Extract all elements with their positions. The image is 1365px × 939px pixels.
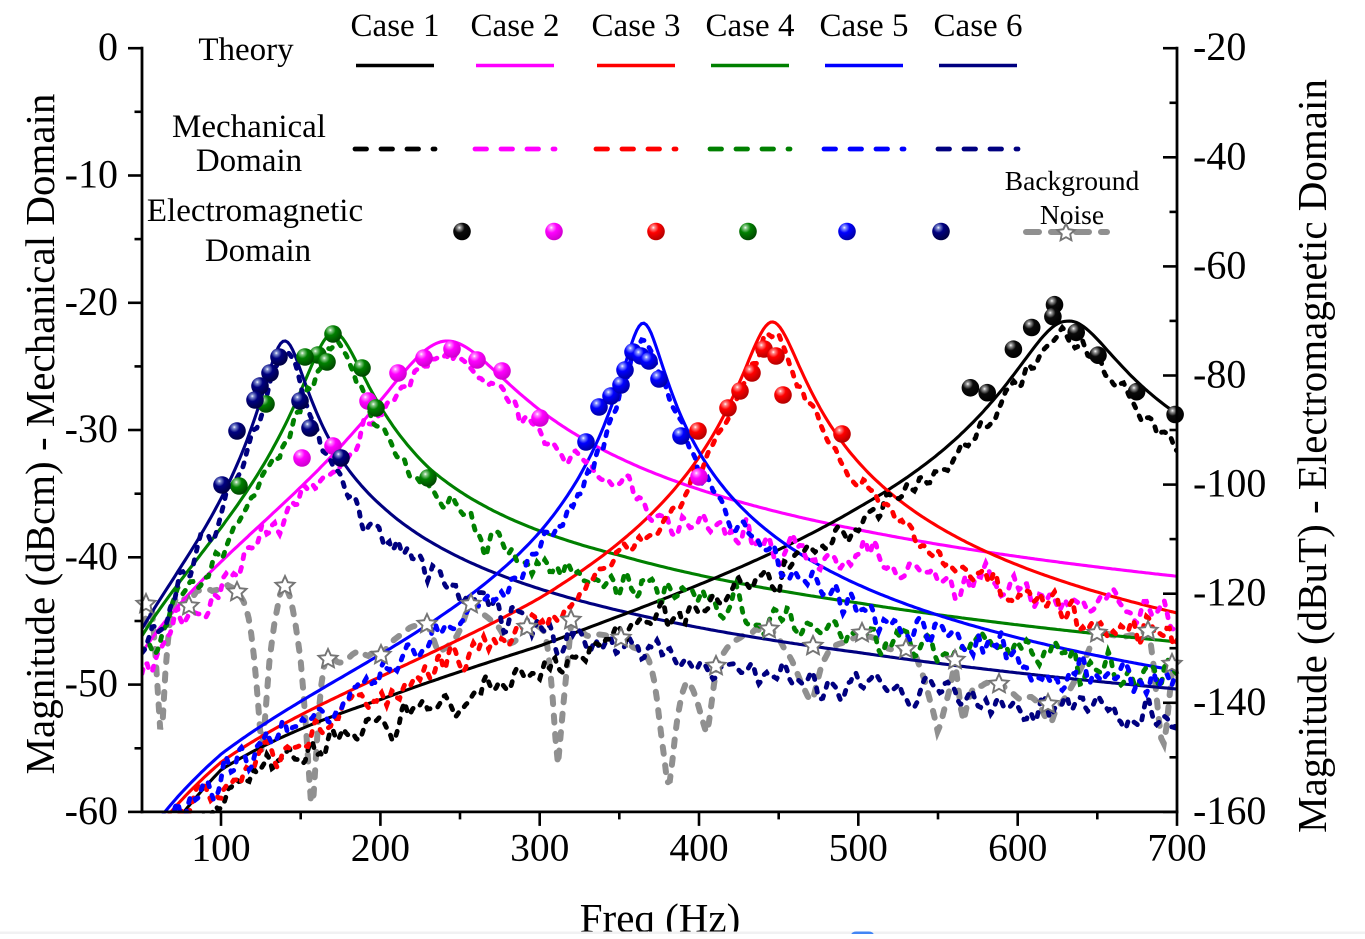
- svg-text:-80: -80: [1193, 352, 1246, 397]
- svg-text:Case 4: Case 4: [706, 8, 795, 44]
- svg-text:-160: -160: [1193, 788, 1266, 833]
- svg-text:Case 5: Case 5: [820, 8, 909, 44]
- svg-text:-50: -50: [65, 661, 118, 706]
- svg-text:Noise: Noise: [1040, 199, 1104, 230]
- svg-text:Magnitude (dBuT) - Electromagn: Magnitude (dBuT) - Electromagnetic Domai…: [1289, 79, 1335, 833]
- svg-text:-30: -30: [65, 406, 118, 451]
- svg-text:-120: -120: [1193, 570, 1266, 615]
- svg-text:400: 400: [669, 826, 728, 870]
- svg-text:Mechanical: Mechanical: [172, 109, 326, 145]
- svg-text:-100: -100: [1193, 461, 1266, 506]
- svg-text:Domain: Domain: [196, 143, 302, 179]
- svg-text:Electromagnetic: Electromagnetic: [147, 193, 363, 229]
- svg-text:-20: -20: [65, 279, 118, 324]
- svg-text:Case 3: Case 3: [592, 8, 681, 44]
- svg-text:Background: Background: [1005, 165, 1140, 196]
- svg-text:Freq (Hz): Freq (Hz): [580, 895, 741, 934]
- svg-text:-60: -60: [65, 788, 118, 833]
- svg-text:600: 600: [988, 826, 1047, 870]
- svg-text:-20: -20: [1193, 24, 1246, 69]
- svg-text:-60: -60: [1193, 242, 1246, 287]
- svg-text:-140: -140: [1193, 679, 1266, 724]
- svg-text:Theory: Theory: [198, 32, 294, 68]
- svg-text:100: 100: [191, 826, 250, 870]
- svg-text:-40: -40: [1193, 133, 1246, 178]
- svg-text:700: 700: [1147, 826, 1206, 870]
- svg-text:-10: -10: [65, 152, 118, 197]
- svg-text:-40: -40: [65, 533, 118, 578]
- svg-text:200: 200: [351, 826, 410, 870]
- svg-text:500: 500: [829, 826, 888, 870]
- svg-text:300: 300: [510, 826, 569, 870]
- svg-text:Magnitude (dBcm) - Mechanical: Magnitude (dBcm) - Mechanical Domain: [17, 94, 63, 775]
- svg-text:Case 6: Case 6: [934, 8, 1023, 44]
- svg-text:Case 1: Case 1: [351, 8, 440, 44]
- svg-text:Case 2: Case 2: [471, 8, 560, 44]
- svg-text:Domain: Domain: [205, 233, 311, 269]
- svg-text:0: 0: [98, 24, 118, 69]
